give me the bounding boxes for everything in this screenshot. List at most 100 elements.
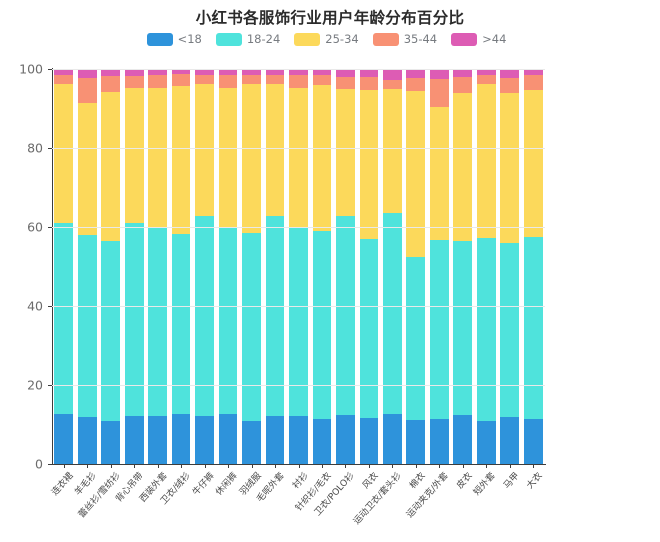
bar-segment[interactable]: [54, 223, 74, 415]
bar-segment[interactable]: [171, 234, 191, 414]
bar-segment[interactable]: [289, 69, 308, 75]
bar-segment[interactable]: [523, 89, 543, 237]
bar-segment[interactable]: [383, 69, 402, 80]
bar-segment[interactable]: [336, 69, 355, 77]
bar-segment[interactable]: [101, 69, 121, 76]
bar-segment[interactable]: [359, 239, 379, 418]
bar-segment[interactable]: [429, 79, 449, 108]
bar-segment[interactable]: [406, 78, 426, 92]
bar-segment[interactable]: [500, 416, 520, 464]
bar-segment[interactable]: [148, 75, 168, 89]
bar-segment[interactable]: [265, 415, 285, 464]
bar-segment[interactable]: [429, 418, 449, 464]
bar-segment[interactable]: [54, 69, 74, 75]
bar-segment[interactable]: [195, 83, 214, 216]
bar-segment[interactable]: [265, 69, 285, 75]
bar-segment[interactable]: [453, 240, 473, 416]
bar-segment[interactable]: [101, 421, 121, 464]
bar-stack[interactable]: [242, 69, 261, 464]
bar-stack[interactable]: [429, 69, 449, 464]
bar-segment[interactable]: [124, 69, 144, 76]
bar-segment[interactable]: [54, 414, 74, 464]
bar-segment[interactable]: [359, 77, 379, 90]
bar-segment[interactable]: [429, 107, 449, 240]
bar-segment[interactable]: [476, 69, 496, 75]
bar-segment[interactable]: [265, 84, 285, 217]
legend-item-25-34[interactable]: 25-34: [294, 32, 359, 46]
bar-stack[interactable]: [500, 69, 520, 464]
bar-segment[interactable]: [312, 85, 332, 231]
bar-segment[interactable]: [406, 257, 426, 421]
bar-stack[interactable]: [171, 69, 191, 464]
bar-segment[interactable]: [195, 215, 214, 416]
bar-segment[interactable]: [336, 215, 355, 415]
bar-segment[interactable]: [500, 92, 520, 243]
bar-segment[interactable]: [476, 74, 496, 85]
bar-stack[interactable]: [124, 69, 144, 464]
bar-segment[interactable]: [500, 77, 520, 93]
bar-stack[interactable]: [406, 69, 426, 464]
bar-segment[interactable]: [289, 228, 308, 416]
bar-segment[interactable]: [406, 91, 426, 257]
bar-stack[interactable]: [265, 69, 285, 464]
bar-segment[interactable]: [77, 77, 97, 103]
bar-stack[interactable]: [383, 69, 402, 464]
bar-segment[interactable]: [453, 93, 473, 241]
bar-segment[interactable]: [336, 88, 355, 216]
bar-segment[interactable]: [242, 84, 261, 233]
bar-stack[interactable]: [476, 69, 496, 464]
bar-segment[interactable]: [523, 74, 543, 90]
bar-stack[interactable]: [218, 69, 238, 464]
legend-item-18[interactable]: <18: [146, 32, 202, 46]
bar-stack[interactable]: [359, 69, 379, 464]
bar-segment[interactable]: [242, 420, 261, 464]
bar-segment[interactable]: [406, 69, 426, 79]
bar-segment[interactable]: [523, 236, 543, 419]
bar-segment[interactable]: [77, 416, 97, 464]
bar-segment[interactable]: [242, 75, 261, 84]
bar-segment[interactable]: [453, 69, 473, 78]
bar-segment[interactable]: [336, 76, 355, 89]
legend-item-18-24[interactable]: 18-24: [215, 32, 280, 46]
bar-segment[interactable]: [500, 69, 520, 78]
bar-segment[interactable]: [289, 415, 308, 464]
bar-segment[interactable]: [453, 77, 473, 94]
bar-segment[interactable]: [77, 234, 97, 417]
bar-segment[interactable]: [124, 415, 144, 464]
bar-segment[interactable]: [148, 415, 168, 464]
bar-segment[interactable]: [77, 102, 97, 235]
bar-segment[interactable]: [312, 69, 332, 75]
bar-segment[interactable]: [124, 75, 144, 89]
bar-stack[interactable]: [312, 69, 332, 464]
bar-segment[interactable]: [359, 69, 379, 78]
bar-segment[interactable]: [218, 69, 238, 76]
bar-segment[interactable]: [171, 74, 191, 86]
bar-segment[interactable]: [242, 232, 261, 421]
bar-segment[interactable]: [383, 212, 402, 415]
bar-segment[interactable]: [523, 418, 543, 464]
bar-stack[interactable]: [336, 69, 355, 464]
bar-segment[interactable]: [312, 418, 332, 464]
bar-segment[interactable]: [54, 84, 74, 224]
bar-segment[interactable]: [195, 74, 214, 84]
legend-item-44[interactable]: >44: [451, 32, 506, 46]
bar-segment[interactable]: [406, 420, 426, 464]
bar-stack[interactable]: [77, 69, 97, 464]
legend-item-35-44[interactable]: 35-44: [372, 32, 437, 46]
bar-segment[interactable]: [171, 85, 191, 235]
bar-segment[interactable]: [383, 414, 402, 464]
bar-segment[interactable]: [312, 230, 332, 419]
bar-segment[interactable]: [476, 84, 496, 238]
bar-stack[interactable]: [453, 69, 473, 464]
bar-segment[interactable]: [312, 74, 332, 86]
bar-segment[interactable]: [429, 69, 449, 80]
bar-segment[interactable]: [476, 421, 496, 464]
bar-segment[interactable]: [54, 74, 74, 85]
bar-segment[interactable]: [336, 415, 355, 464]
bar-stack[interactable]: [289, 69, 308, 464]
bar-segment[interactable]: [195, 69, 214, 75]
bar-segment[interactable]: [101, 241, 121, 422]
bar-stack[interactable]: [101, 69, 121, 464]
bar-segment[interactable]: [359, 417, 379, 464]
bar-segment[interactable]: [148, 228, 168, 416]
